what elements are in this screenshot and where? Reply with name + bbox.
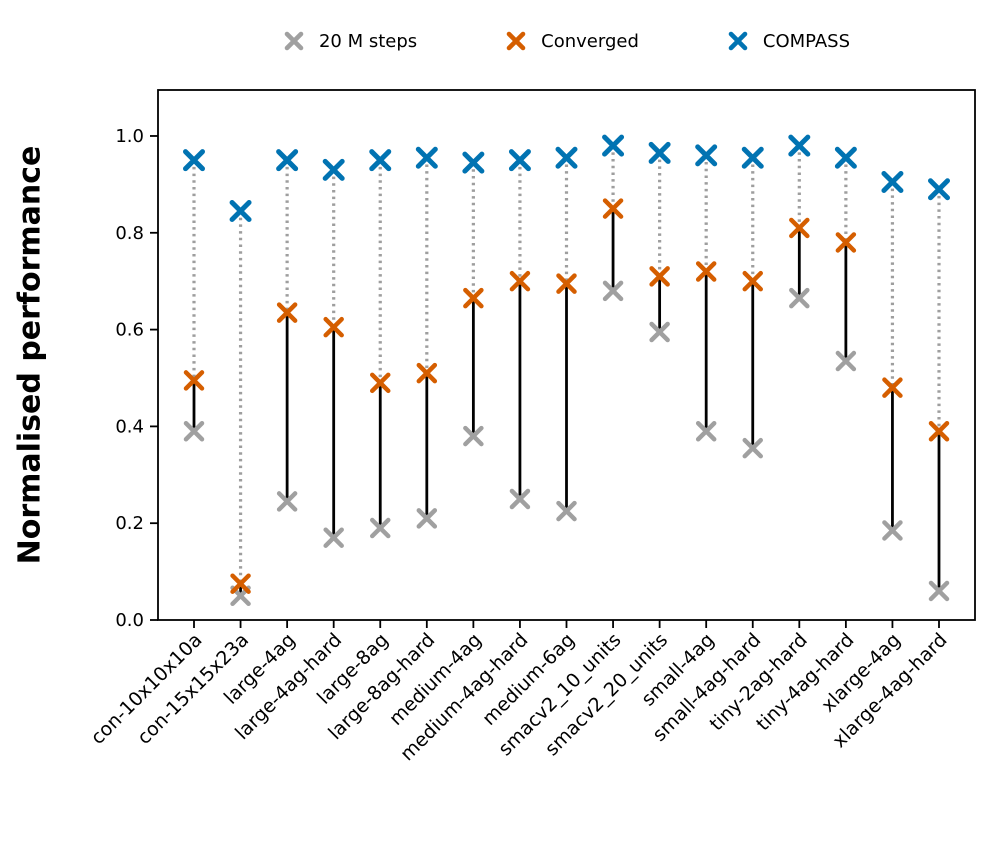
y-tick-label: 0.8 [115, 223, 144, 244]
y-axis-label: Normalised performance [12, 145, 48, 565]
marker-converged-small-4ag [695, 261, 717, 282]
marker-converged-large-8ag [370, 372, 391, 394]
legend-label: Converged [541, 30, 639, 52]
marker-converged-con-10x10x10a [183, 370, 205, 391]
legend-label: COMPASS [762, 30, 851, 52]
legend-item-converged: Converged [505, 30, 639, 52]
y-tick-label: 0.2 [115, 513, 144, 534]
marker-20-m-steps-small-4ag [695, 420, 717, 442]
marker-compass-medium-4ag-hard [508, 149, 531, 172]
legend: 20 M steps Converged COMPASS [158, 30, 975, 52]
marker-converged-medium-6ag [556, 273, 577, 294]
marker-converged-large-4ag [276, 302, 298, 323]
y-tick-label: 0.6 [115, 320, 144, 341]
marker-compass-con-15x15x23a [229, 200, 252, 223]
marker-compass-small-4ag [695, 144, 718, 167]
marker-20-m-steps-large-8ag [370, 517, 391, 539]
marker-compass-xlarge-4ag [881, 170, 904, 193]
marker-converged-medium-4ag-hard [509, 270, 531, 292]
marker-compass-large-8ag-hard [415, 146, 438, 169]
x-marker-icon [728, 31, 748, 51]
marker-compass-tiny-4ag-hard [834, 146, 857, 169]
marker-compass-smacv2_20_units [648, 141, 671, 164]
marker-converged-large-8ag-hard [416, 362, 438, 384]
marker-20-m-steps-medium-4ag-hard [509, 488, 531, 510]
marker-compass-large-4ag [276, 149, 299, 172]
marker-converged-smacv2_10_units [602, 198, 624, 219]
marker-converged-con-15x15x23a [230, 573, 251, 594]
marker-compass-large-4ag-hard [322, 158, 345, 181]
marker-20-m-steps-large-4ag [276, 491, 298, 512]
marker-20-m-steps-small-4ag-hard [742, 437, 763, 459]
y-tick-label: 1.0 [115, 126, 144, 147]
marker-20-m-steps-con-10x10x10a [183, 420, 205, 442]
marker-20-m-steps-smacv2_10_units [602, 280, 624, 302]
x-marker-icon [284, 31, 304, 51]
y-tick-label: 0.0 [115, 610, 144, 631]
marker-compass-medium-4ag [462, 151, 485, 174]
marker-20-m-steps-tiny-2ag-hard [789, 287, 810, 309]
marker-20-m-steps-smacv2_20_units [649, 321, 670, 343]
marker-20-m-steps-xlarge-4ag-hard [928, 580, 950, 602]
marker-compass-medium-6ag [555, 146, 578, 169]
marker-compass-tiny-2ag-hard [788, 134, 811, 157]
marker-20-m-steps-large-8ag-hard [416, 508, 438, 529]
marker-compass-large-8ag [369, 149, 392, 172]
marker-converged-tiny-2ag-hard [789, 217, 810, 239]
marker-converged-large-4ag-hard [323, 316, 344, 338]
marker-20-m-steps-medium-6ag [556, 500, 577, 522]
marker-converged-xlarge-4ag-hard [928, 420, 950, 442]
marker-converged-smacv2_20_units [649, 266, 670, 287]
marker-20-m-steps-xlarge-4ag [882, 520, 903, 541]
marker-compass-xlarge-4ag-hard [928, 178, 950, 201]
marker-compass-small-4ag-hard [741, 146, 764, 169]
marker-compass-con-10x10x10a [183, 149, 205, 172]
legend-item-20-m-steps: 20 M steps [283, 30, 417, 52]
legend-item-compass: COMPASS [727, 30, 850, 52]
x-marker-icon [506, 31, 526, 51]
marker-compass-smacv2_10_units [602, 134, 625, 157]
marker-converged-tiny-4ag-hard [835, 232, 857, 253]
marker-converged-medium-4ag [463, 287, 484, 309]
marker-20-m-steps-medium-4ag [463, 425, 484, 447]
marker-20-m-steps-large-4ag-hard [323, 527, 344, 548]
y-tick-label: 0.4 [115, 416, 144, 437]
marker-20-m-steps-tiny-4ag-hard [835, 350, 857, 372]
marker-converged-small-4ag-hard [742, 270, 763, 292]
marker-converged-xlarge-4ag [882, 377, 903, 398]
legend-label: 20 M steps [318, 30, 418, 52]
